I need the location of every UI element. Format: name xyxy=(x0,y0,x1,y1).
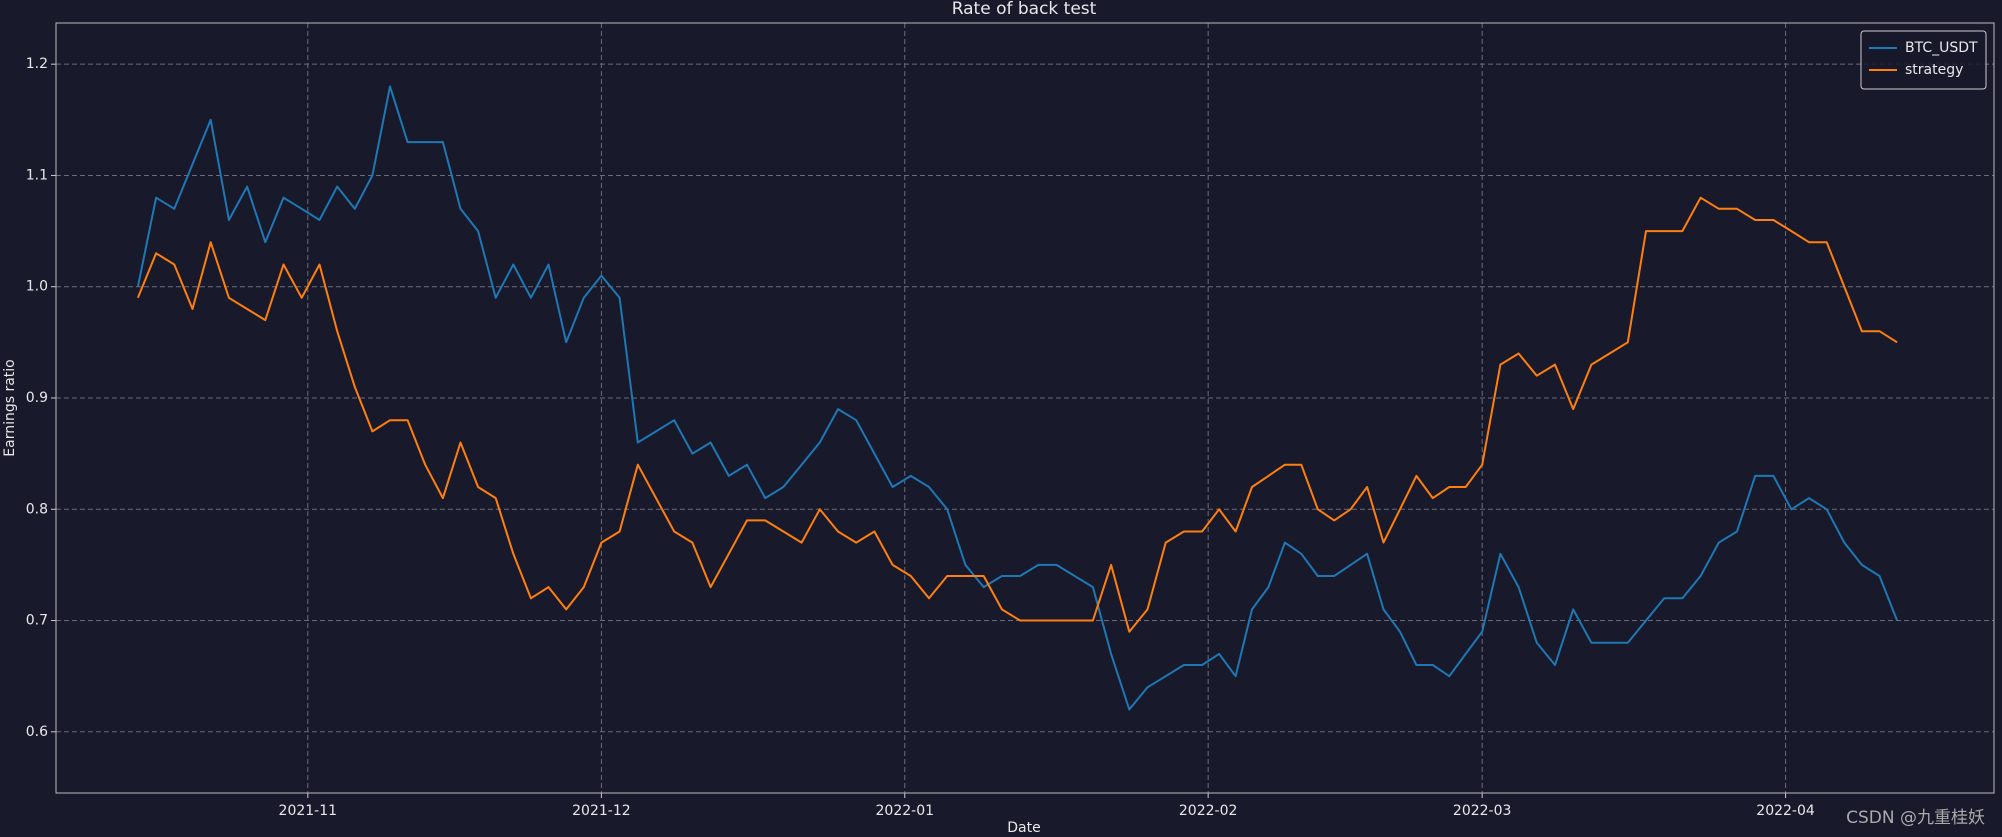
plot-frame xyxy=(55,22,1995,794)
x-tick-label: 2022-03 xyxy=(1453,803,1512,819)
x-axis-label: Date xyxy=(1007,820,1040,836)
chart-title: Rate of back test xyxy=(952,0,1097,19)
legend-box xyxy=(1860,30,1987,90)
y-tick-label: 1.0 xyxy=(26,279,48,295)
y-tick-label: 1.1 xyxy=(26,167,48,183)
y-tick-label: 0.6 xyxy=(26,724,48,740)
line-series xyxy=(136,85,1899,711)
x-tick-label: 2021-11 xyxy=(279,803,338,819)
y-tick-label: 1.2 xyxy=(26,56,48,72)
y-tick-label: 0.7 xyxy=(26,613,48,629)
x-tick-label: 2022-02 xyxy=(1179,803,1238,819)
x-tick-label: 2022-04 xyxy=(1756,803,1815,819)
y-tick-label: 0.8 xyxy=(26,501,48,517)
x-tick-label: 2021-12 xyxy=(572,803,631,819)
legend-label: BTC_USDT xyxy=(1905,40,1978,56)
y-axis-label: Earnings ratio xyxy=(2,359,18,456)
x-tick-label: 2022-01 xyxy=(876,803,935,819)
line-series xyxy=(136,196,1898,633)
watermark: CSDN @九重桂妖 xyxy=(1846,808,1985,828)
legend-label: strategy xyxy=(1905,62,1963,78)
y-tick-label: 0.9 xyxy=(26,390,48,406)
